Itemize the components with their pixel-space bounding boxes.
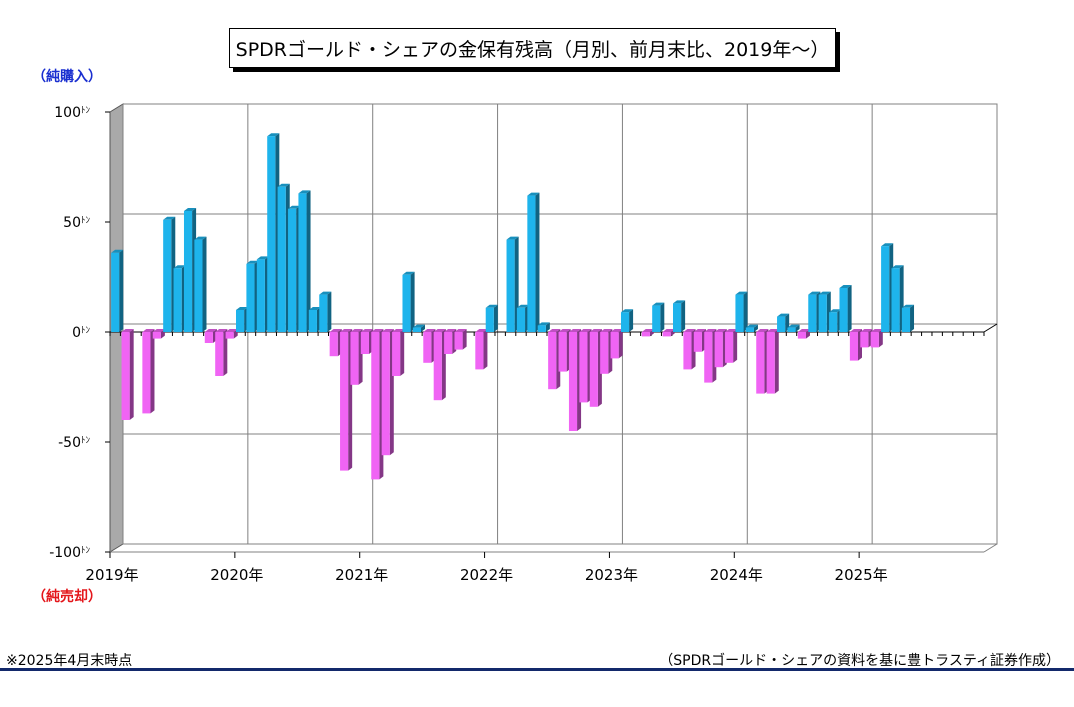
bar — [475, 329, 488, 370]
bar — [423, 329, 436, 363]
bar — [693, 329, 706, 352]
bar — [673, 300, 686, 332]
bar — [860, 329, 873, 348]
bar — [725, 329, 738, 363]
bar — [787, 324, 800, 332]
x-tick-label: 2024年 — [710, 566, 763, 584]
bar — [111, 249, 124, 332]
bar — [360, 329, 373, 354]
bottom-divider — [0, 668, 1074, 671]
bar — [204, 329, 217, 343]
bar — [433, 329, 446, 401]
bar — [236, 307, 249, 332]
bar — [808, 291, 821, 332]
bar — [600, 329, 613, 374]
bar — [485, 304, 498, 332]
net-purchase-label: （純購入） — [32, 69, 102, 85]
bar — [381, 329, 394, 456]
bar — [350, 329, 363, 385]
bar — [610, 329, 623, 359]
bar — [548, 329, 561, 390]
bar — [298, 190, 311, 332]
bar — [194, 236, 207, 332]
bar — [829, 309, 842, 332]
bar — [870, 329, 883, 348]
bar — [215, 329, 228, 376]
bar — [225, 329, 238, 339]
bar — [277, 183, 290, 332]
bar — [267, 133, 280, 332]
bar — [444, 329, 457, 354]
bar — [527, 192, 540, 332]
bar — [849, 329, 862, 361]
zero-axis-depth — [983, 323, 998, 333]
x-tick-label: 2021年 — [335, 566, 388, 584]
net-sale-label: （純売却） — [32, 589, 102, 605]
bar — [319, 291, 332, 332]
bar — [745, 324, 758, 332]
bar — [340, 329, 353, 471]
chart-title-text: SPDRゴールド・シェアの金保有残高（月別、前月末比、2019年～） — [235, 38, 830, 61]
bar — [714, 329, 727, 368]
x-tick-label: 2019年 — [85, 566, 138, 584]
bar — [183, 208, 197, 332]
bar — [839, 285, 852, 332]
y-tick-label: -100ﾄﾝ — [49, 545, 90, 561]
bar — [152, 329, 165, 339]
bar — [256, 256, 269, 332]
bar — [308, 307, 321, 332]
x-tick-label: 2020年 — [210, 566, 263, 584]
y-tick-label: 100ﾄﾝ — [54, 105, 90, 121]
bar — [537, 322, 550, 332]
bar — [402, 271, 415, 332]
bar — [777, 313, 790, 332]
bar — [142, 329, 155, 414]
bar — [881, 243, 894, 332]
bar — [454, 329, 467, 350]
bar — [766, 329, 779, 394]
bar — [756, 329, 769, 394]
x-tick-label: 2025年 — [835, 566, 888, 584]
bar — [412, 324, 425, 332]
bar — [568, 329, 582, 431]
bar — [818, 291, 831, 332]
bar — [506, 236, 519, 332]
x-tick-label: 2022年 — [460, 566, 513, 584]
bar — [662, 329, 675, 337]
bar — [516, 304, 530, 332]
bar — [652, 302, 665, 332]
bar — [392, 329, 405, 376]
bar — [173, 265, 186, 332]
bar — [901, 304, 915, 332]
bar — [704, 329, 717, 383]
y-tick-label: -50ﾄﾝ — [58, 435, 90, 451]
bar — [683, 329, 696, 370]
bar — [329, 329, 342, 357]
bar — [797, 329, 810, 339]
bar — [620, 309, 634, 332]
chart-title: SPDRゴールド・シェアの金保有残高（月別、前月末比、2019年～） — [229, 28, 836, 68]
bar — [641, 329, 654, 337]
x-tick-label: 2023年 — [585, 566, 638, 584]
bar — [288, 205, 301, 332]
y-tick-label: 0ﾄﾝ — [72, 325, 90, 341]
bar — [121, 329, 134, 420]
bar — [371, 329, 384, 480]
bar — [735, 291, 748, 332]
y-tick-label: 50ﾄﾝ — [63, 215, 90, 231]
bar — [246, 260, 259, 332]
chart-bottom-edge-depth — [983, 543, 998, 553]
bar — [891, 265, 904, 332]
bar — [579, 329, 592, 403]
bar — [163, 216, 176, 332]
bar — [589, 329, 602, 407]
as-of-note: ※2025年4月末時点 — [6, 653, 133, 669]
bar — [558, 329, 571, 372]
source-note: （SPDRゴールド・シェアの資料を基に豊トラスティ証券作成） — [659, 653, 1060, 669]
